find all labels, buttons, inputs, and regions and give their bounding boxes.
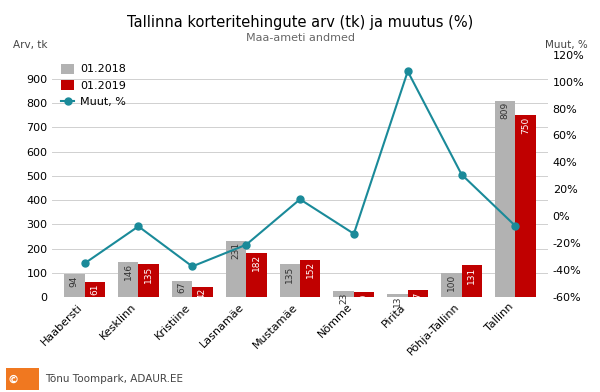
Bar (300, 260, 320, 297)
Bar (118, 261, 139, 297)
Text: 27: 27 (413, 292, 422, 303)
Text: 750: 750 (521, 116, 530, 134)
Text: 152: 152 (306, 261, 315, 278)
Text: Tõnu Toompark, ADAUR.EE: Tõnu Toompark, ADAUR.EE (45, 374, 183, 385)
Muut, % (404, 69, 412, 74)
Text: ©: © (7, 374, 19, 385)
Text: 94: 94 (70, 276, 79, 287)
Bar (172, 281, 192, 297)
Bar (408, 290, 428, 297)
Text: 809: 809 (501, 102, 510, 120)
Text: 42: 42 (198, 288, 207, 299)
Text: 67: 67 (178, 282, 187, 294)
Muut, % (242, 242, 250, 247)
Text: 23: 23 (339, 292, 348, 304)
Text: 61: 61 (90, 283, 99, 295)
Text: 20: 20 (359, 293, 368, 305)
Bar (461, 265, 482, 297)
Bar (441, 273, 461, 297)
Bar (334, 291, 354, 297)
Muut, % (512, 224, 519, 229)
Legend: 01.2018, 01.2019, Muut, %: 01.2018, 01.2019, Muut, % (58, 60, 129, 111)
Bar (515, 115, 536, 297)
Bar (246, 253, 266, 297)
Text: 131: 131 (467, 267, 476, 284)
Muut, % (458, 172, 465, 177)
Text: 146: 146 (124, 263, 133, 280)
Bar (354, 292, 374, 297)
Bar (64, 274, 85, 297)
Bar (226, 241, 246, 297)
Bar (85, 282, 105, 297)
Bar (387, 294, 408, 297)
Text: Arv, tk: Arv, tk (13, 40, 47, 50)
Muut, % (296, 197, 304, 201)
Title: Tallinna korteritehingute arv (tk) ja muutus (%): Tallinna korteritehingute arv (tk) ja mu… (127, 15, 473, 30)
Line: Muut, %: Muut, % (81, 68, 519, 270)
Text: 182: 182 (252, 254, 261, 271)
Muut, % (135, 224, 142, 229)
Text: 231: 231 (232, 242, 241, 260)
Text: Muut, %: Muut, % (545, 40, 587, 50)
Text: 13: 13 (393, 295, 402, 307)
Text: 135: 135 (285, 265, 294, 283)
Text: Maa-ameti andmed: Maa-ameti andmed (245, 33, 355, 43)
Text: 100: 100 (447, 274, 456, 291)
Muut, % (81, 261, 88, 266)
Bar (139, 264, 159, 297)
Text: 135: 135 (144, 265, 153, 283)
Muut, % (350, 231, 358, 236)
Muut, % (188, 264, 196, 269)
Bar (192, 287, 213, 297)
Bar (280, 264, 300, 297)
Bar (495, 101, 515, 297)
